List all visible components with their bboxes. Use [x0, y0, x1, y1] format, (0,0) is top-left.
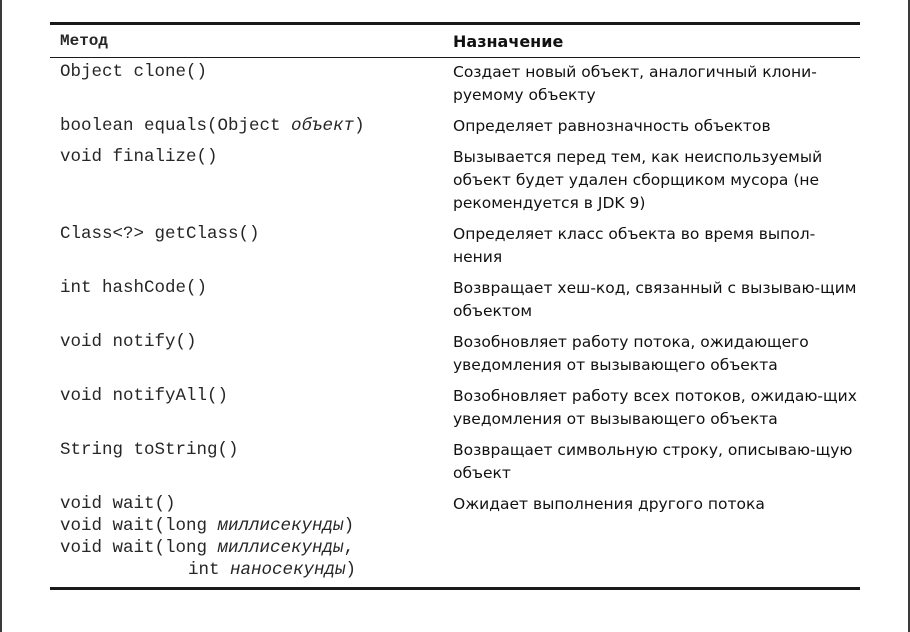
table-row-wait: void wait() void wait(long миллисекунды)…: [50, 493, 860, 581]
method-signature: int hashCode(): [60, 278, 208, 298]
table-body: Object clone() Создает новый объект, ана…: [50, 58, 860, 581]
purpose-cell: Вызывается перед тем, как неиспользуемый…: [453, 148, 823, 212]
table-row-finalize: void finalize() Вызывается перед тем, ка…: [50, 146, 860, 215]
purpose-cell: Возвращает хеш-код, связанный с вызываю-…: [453, 279, 857, 320]
table-row-notify: void notify() Возобновляет работу потока…: [50, 331, 860, 377]
method-cell: void wait() void wait(long миллисекунды)…: [50, 493, 453, 581]
method-parameter: объект: [291, 116, 355, 136]
method-signature: void wait(long миллисекунды,: [60, 537, 453, 559]
method-signature: void notify(): [60, 332, 197, 352]
purpose-cell: Ожидает выполнения другого потока: [453, 495, 765, 513]
method-cell: Object clone(): [50, 61, 453, 107]
method-signature-suffix: ): [343, 516, 355, 536]
purpose-cell: Определяет класс объекта во время выпол-…: [453, 225, 816, 266]
method-cell: void notify(): [50, 331, 453, 377]
page-right-border: [908, 0, 910, 632]
method-parameter: миллисекунды: [217, 516, 344, 536]
table-row-getclass: Class<?> getClass() Определяет класс объ…: [50, 223, 860, 269]
method-signature: boolean equals(Object объект): [60, 115, 453, 137]
purpose-cell: Возобновляет работу всех потоков, ожидаю…: [453, 387, 857, 428]
table-row-hashcode: int hashCode() Возвращает хеш-код, связа…: [50, 277, 860, 323]
method-signature-prefix: void wait(long: [60, 516, 218, 536]
table-header-row: Метод Назначение: [50, 25, 860, 58]
method-signature: void notifyAll(): [60, 386, 229, 406]
method-signature: String toString(): [60, 440, 239, 460]
object-methods-table: Метод Назначение Object clone() Создает …: [50, 22, 860, 590]
method-signature-prefix: boolean equals(Object: [60, 116, 292, 136]
method-cell: int hashCode(): [50, 277, 453, 323]
method-column-header: Метод: [60, 32, 109, 50]
method-signature-suffix: ,: [343, 538, 355, 558]
method-signature: Class<?> getClass(): [60, 224, 260, 244]
purpose-cell: Определяет равнозначность объектов: [453, 117, 771, 135]
method-signature-prefix: void wait(long: [60, 538, 218, 558]
table-row-tostring: String toString() Возвращает символьную …: [50, 439, 860, 485]
purpose-cell: Создает новый объект, аналогичный клони-…: [453, 63, 817, 104]
method-signature-suffix: ): [354, 116, 365, 136]
purpose-column-header: Назначение: [453, 31, 564, 51]
method-signature-prefix: int: [188, 560, 231, 580]
purpose-cell: Возвращает символьную строку, описываю-щ…: [453, 441, 853, 482]
method-cell: boolean equals(Object объект): [50, 115, 453, 138]
method-signature: void wait(long миллисекунды): [60, 515, 453, 537]
method-signature: void finalize(): [60, 147, 218, 167]
method-parameter: миллисекунды: [217, 538, 344, 558]
table-row-clone: Object clone() Создает новый объект, ана…: [50, 61, 860, 107]
method-cell: String toString(): [50, 439, 453, 485]
method-signature: Object clone(): [60, 62, 208, 82]
method-cell: void finalize(): [50, 146, 453, 215]
method-signature: void wait(): [60, 494, 176, 514]
method-cell: void notifyAll(): [50, 385, 453, 431]
method-parameter: наносекунды: [230, 560, 346, 580]
table-row-equals: boolean equals(Object объект) Определяет…: [50, 115, 860, 138]
purpose-cell: Возобновляет работу потока, ожидающего у…: [453, 333, 809, 374]
table-row-notifyall: void notifyAll() Возобновляет работу все…: [50, 385, 860, 431]
method-signature-continuation: int наносекунды): [60, 559, 453, 581]
method-cell: Class<?> getClass(): [50, 223, 453, 269]
method-signature-suffix: ): [345, 560, 357, 580]
page-left-border: [0, 0, 2, 632]
